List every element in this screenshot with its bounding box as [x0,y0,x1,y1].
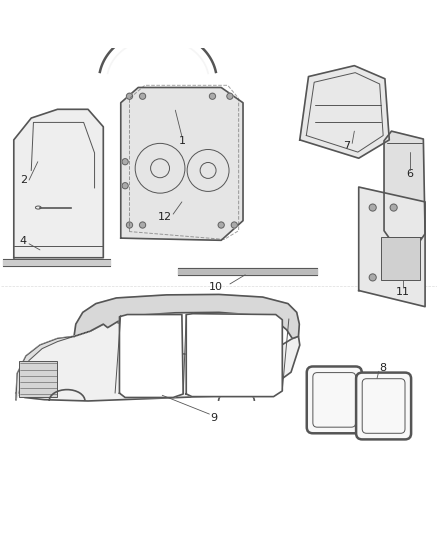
Polygon shape [120,314,183,398]
Circle shape [390,204,397,211]
Circle shape [209,93,215,99]
Circle shape [122,159,128,165]
Polygon shape [121,87,243,240]
Circle shape [369,274,376,281]
Circle shape [127,93,133,99]
Text: 11: 11 [396,287,410,297]
Text: 7: 7 [343,141,350,151]
Polygon shape [16,321,300,401]
FancyBboxPatch shape [307,367,362,433]
Bar [381,237,420,280]
Bar [19,361,57,397]
Circle shape [127,222,133,228]
Circle shape [218,222,224,228]
Polygon shape [74,294,299,338]
Circle shape [122,183,128,189]
Polygon shape [16,331,90,400]
Text: 4: 4 [20,236,27,246]
Polygon shape [14,109,103,258]
Circle shape [231,222,237,228]
Text: 12: 12 [157,212,172,222]
Text: 9: 9 [210,414,217,423]
Circle shape [140,222,146,228]
Text: 10: 10 [208,282,223,293]
Polygon shape [186,313,283,397]
Text: 1: 1 [178,136,185,146]
Polygon shape [300,66,389,158]
Polygon shape [384,131,425,243]
Circle shape [140,93,146,99]
Polygon shape [359,187,425,306]
Text: 8: 8 [379,363,386,373]
Circle shape [369,204,376,211]
Text: 6: 6 [407,169,414,179]
Text: 2: 2 [20,175,27,185]
Circle shape [227,93,233,99]
FancyBboxPatch shape [356,373,411,439]
